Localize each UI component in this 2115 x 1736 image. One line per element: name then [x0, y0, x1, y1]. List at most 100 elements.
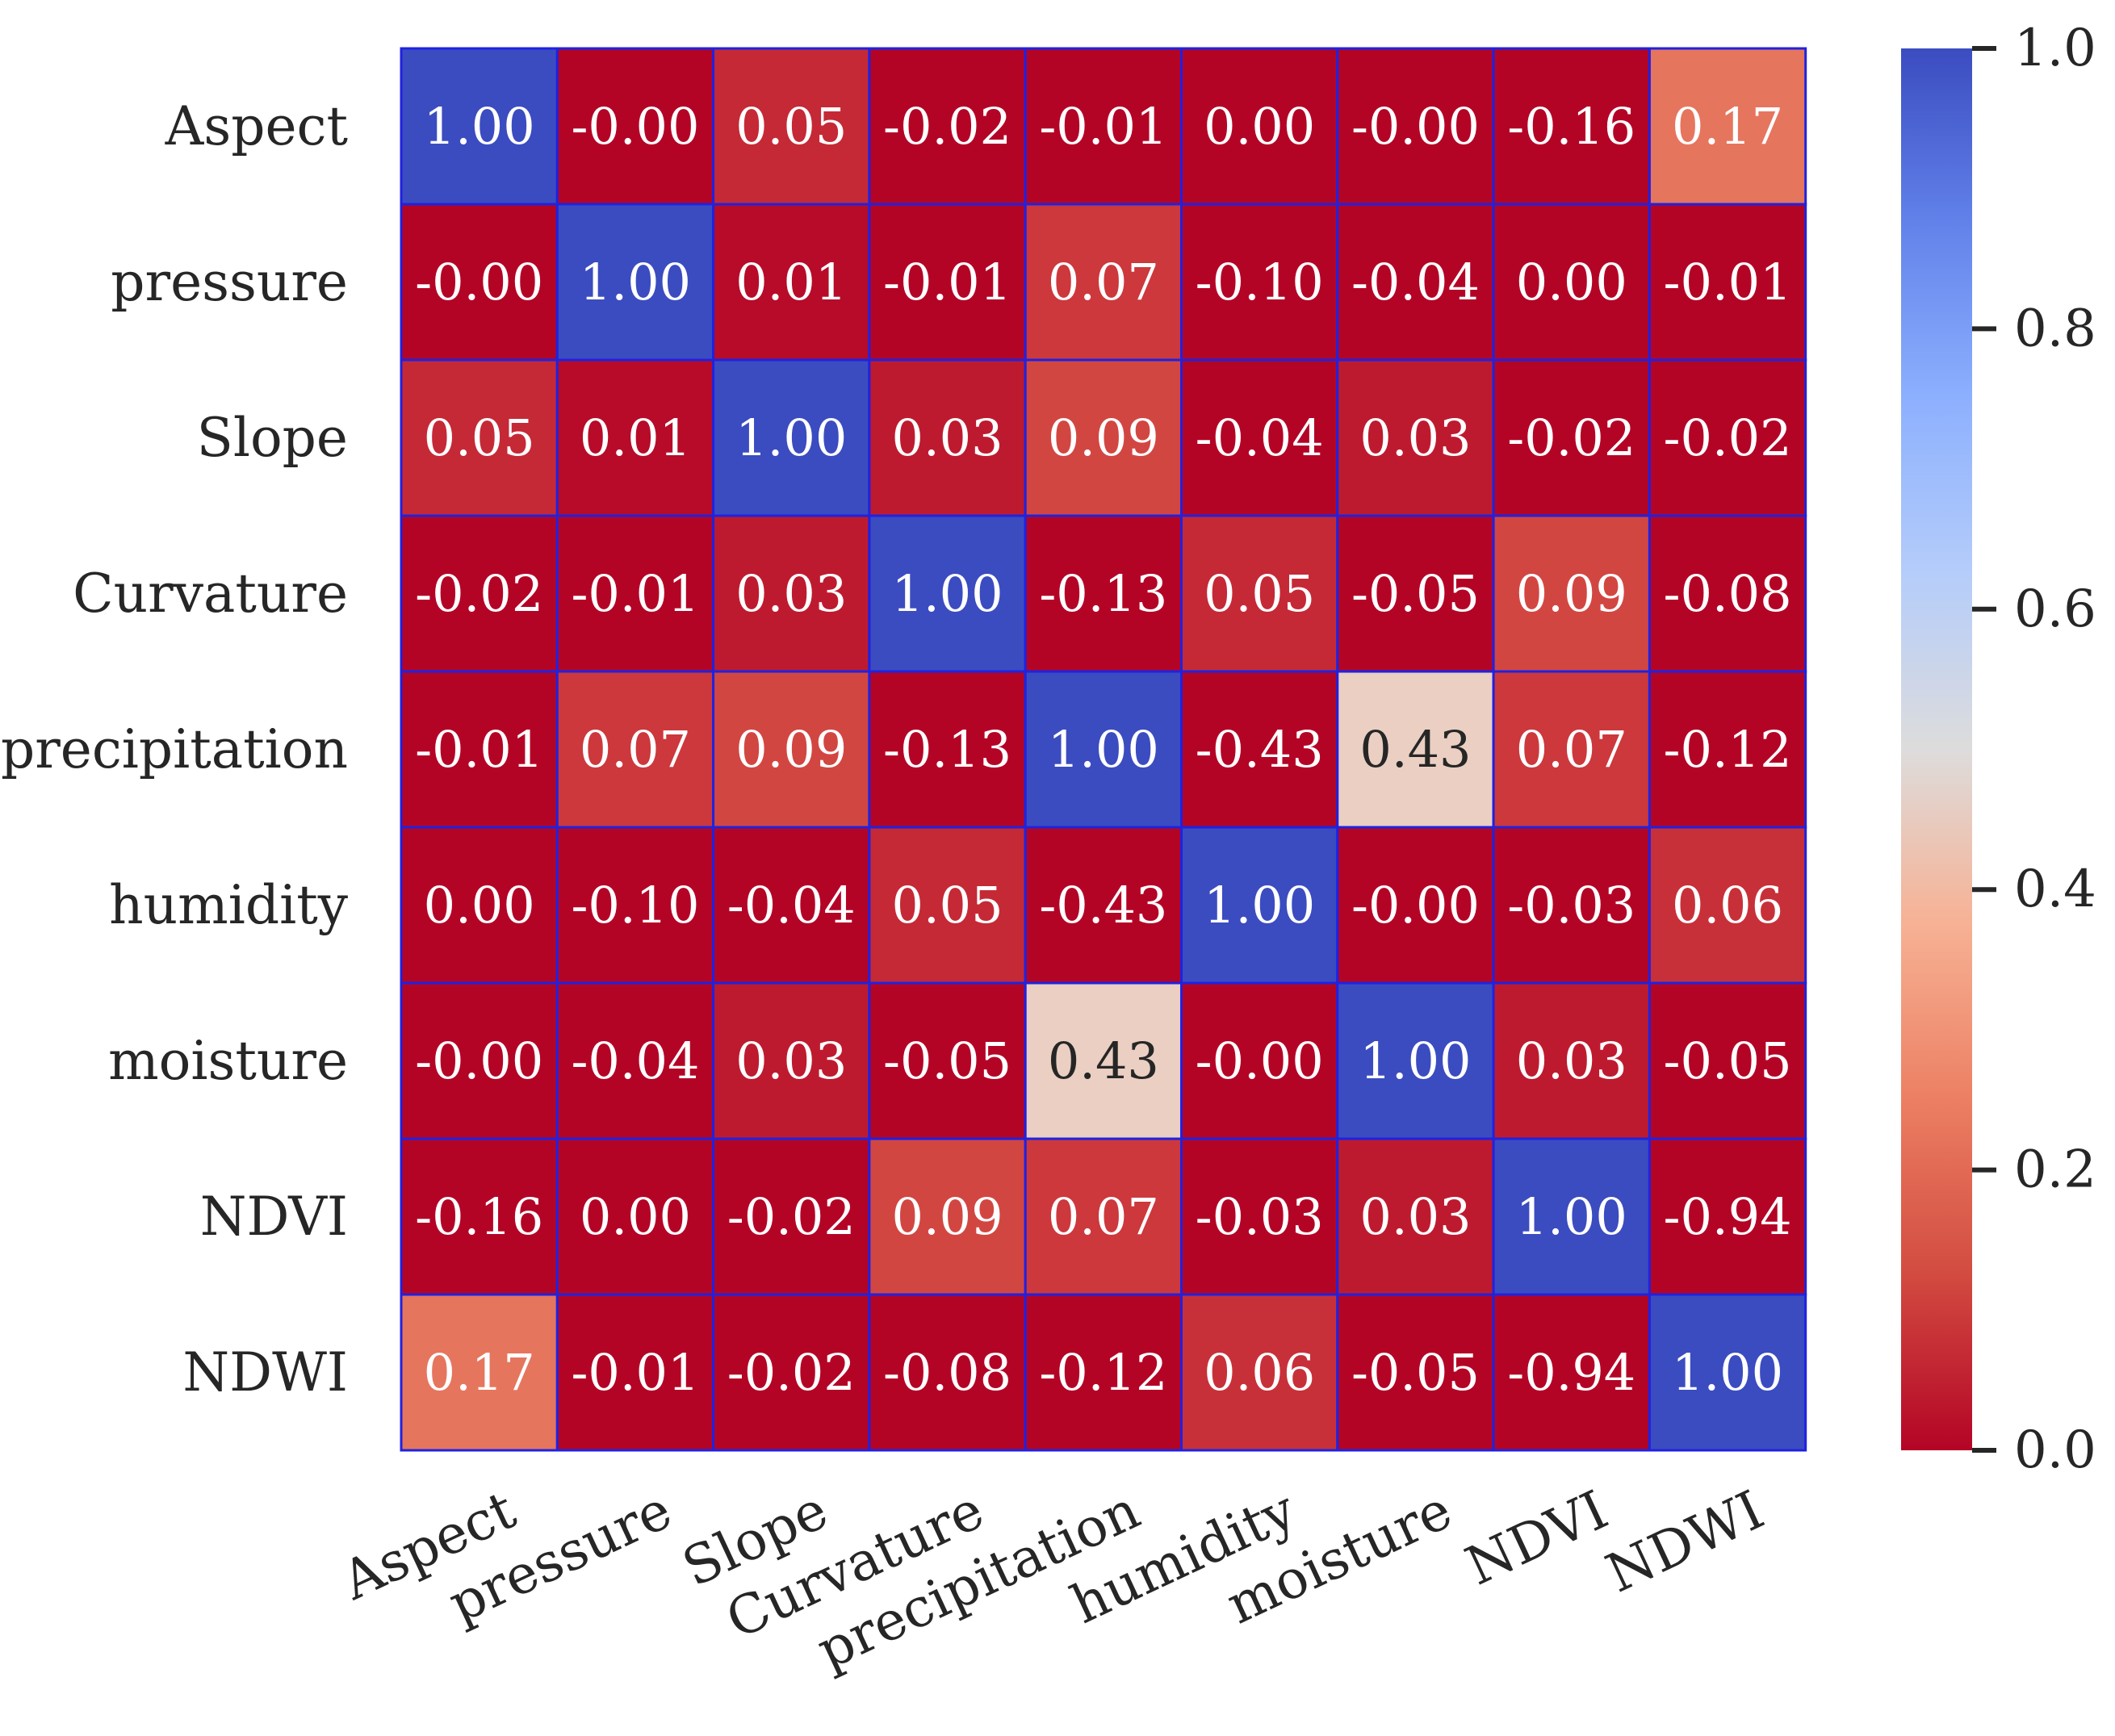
- cell-value-label-NDWI-NDWI: 1.00: [1672, 1343, 1783, 1402]
- cell-value-label-NDWI-Slope: -0.02: [727, 1343, 856, 1402]
- cell-value-label-pressure-NDVI: 0.00: [1516, 253, 1627, 312]
- cell-value-label-precipitation-NDVI: 0.07: [1516, 720, 1627, 779]
- cell-value-label-Curvature-NDWI: -0.08: [1664, 564, 1792, 623]
- heatmap-cell-precipitation-Slope: [712, 670, 871, 829]
- cell-value-label-NDWI-moisture: -0.05: [1351, 1343, 1480, 1402]
- cell-value-label-Curvature-Slope: 0.03: [735, 564, 847, 623]
- cell-value-label-pressure-Slope: 0.01: [735, 253, 847, 312]
- colorbar-tick-label-0.0: 0.0: [2014, 1420, 2096, 1480]
- y-tick-label-precipitation: precipitation: [1, 718, 348, 780]
- cell-value-label-NDVI-Slope: -0.02: [727, 1187, 856, 1246]
- cell-value-label-precipitation-Curvature: -0.13: [883, 720, 1011, 779]
- heatmap-cell-humidity-NDWI: [1648, 826, 1807, 985]
- heatmap-cell-NDWI-moisture: [1336, 1293, 1495, 1452]
- colorbar-tick-label-1.0: 1.0: [2014, 19, 2096, 78]
- cell-value-label-Slope-Aspect: 0.05: [424, 408, 535, 467]
- cell-value-label-Aspect-Aspect: 1.00: [424, 97, 535, 156]
- heatmap-cell-NDWI-Aspect: [400, 1293, 559, 1452]
- colorbar-tick-label-0.8: 0.8: [2014, 299, 2096, 358]
- cell-value-label-moisture-moisture: 1.00: [1359, 1031, 1471, 1090]
- y-tick-label-Curvature: Curvature: [73, 563, 348, 625]
- cell-value-label-humidity-pressure: -0.10: [571, 876, 699, 935]
- cell-value-label-NDVI-pressure: 0.00: [580, 1187, 691, 1246]
- cell-value-label-Aspect-Slope: 0.05: [735, 97, 847, 156]
- cell-value-label-moisture-precipitation: 0.43: [1048, 1031, 1159, 1090]
- heatmap-cell-precipitation-moisture: [1336, 670, 1495, 829]
- cell-value-label-NDVI-NDVI: 1.00: [1516, 1187, 1627, 1246]
- cell-value-label-pressure-precipitation: 0.07: [1048, 253, 1159, 312]
- cell-value-label-Slope-NDWI: -0.02: [1664, 408, 1792, 467]
- heatmap-cell-humidity-Aspect: [400, 826, 559, 985]
- y-tick-label-NDWI: NDWI: [182, 1341, 348, 1403]
- cell-value-label-pressure-pressure: 1.00: [580, 253, 691, 312]
- cell-value-label-precipitation-precipitation: 1.00: [1048, 720, 1159, 779]
- y-axis-tick-labels: Aspect pressure Slope Curvature precipitatio…: [1, 95, 349, 1403]
- cell-value-label-humidity-moisture: -0.00: [1351, 876, 1480, 935]
- heatmap-cell-Slope-Slope: [712, 358, 871, 517]
- cell-value-label-Aspect-precipitation: -0.01: [1039, 97, 1167, 156]
- colorbar-tick-label-0.4: 0.4: [2014, 860, 2096, 919]
- cell-value-label-humidity-Slope: -0.04: [727, 876, 856, 935]
- cell-value-label-NDWI-Aspect: 0.17: [424, 1343, 535, 1402]
- colorbar-gradient: [1901, 48, 1972, 1450]
- heatmap-cell-Slope-Aspect: [400, 358, 559, 517]
- cell-value-label-Curvature-humidity: 0.05: [1204, 564, 1315, 623]
- heatmap-cell-NDWI-pressure: [555, 1293, 715, 1452]
- heatmap-cell-pressure-Aspect: [400, 203, 559, 362]
- heatmap-cell-NDVI-precipitation: [1024, 1137, 1183, 1296]
- cell-value-label-NDVI-humidity: -0.03: [1196, 1187, 1324, 1246]
- cell-value-label-pressure-Curvature: -0.01: [883, 253, 1011, 312]
- x-tick-label-NDWI: NDWI: [1597, 1479, 1773, 1604]
- cell-value-label-precipitation-pressure: 0.07: [580, 720, 691, 779]
- heatmap-cell-precipitation-NDWI: [1648, 670, 1807, 829]
- heatmap-cell-humidity-NDVI: [1492, 826, 1651, 985]
- cell-value-label-Slope-pressure: 0.01: [580, 408, 691, 467]
- heatmap-cell-humidity-Slope: [712, 826, 871, 985]
- heatmap-cell-NDVI-Aspect: [400, 1137, 559, 1296]
- heatmap-cell-NDVI-humidity: [1180, 1137, 1339, 1296]
- heatmap-cell-NDWI-Slope: [712, 1293, 871, 1452]
- cell-value-label-pressure-NDWI: -0.01: [1664, 253, 1792, 312]
- cell-value-label-NDWI-NDVI: -0.94: [1507, 1343, 1635, 1402]
- heatmap-cell-humidity-Curvature: [868, 826, 1027, 985]
- heatmap-cell-pressure-precipitation: [1024, 203, 1183, 362]
- cell-value-label-pressure-Aspect: -0.00: [415, 253, 543, 312]
- cell-value-label-moisture-humidity: -0.00: [1196, 1031, 1324, 1090]
- heatmap-cell-NDVI-moisture: [1336, 1137, 1495, 1296]
- cell-value-label-humidity-NDWI: 0.06: [1672, 876, 1783, 935]
- cell-value-label-Aspect-NDWI: 0.17: [1672, 97, 1783, 156]
- heatmap-cell-NDVI-Curvature: [868, 1137, 1027, 1296]
- heatmap-cell-NDVI-NDWI: [1648, 1137, 1807, 1296]
- cell-value-label-Aspect-NDVI: -0.16: [1507, 97, 1635, 156]
- cell-value-label-moisture-NDVI: 0.03: [1516, 1031, 1627, 1090]
- cell-value-label-Slope-NDVI: -0.02: [1507, 408, 1635, 467]
- x-axis-tick-labels: AspectpressureSlopeCurvatureprecipitatio…: [332, 1479, 1773, 1682]
- cell-value-label-NDVI-Curvature: 0.09: [892, 1187, 1003, 1246]
- y-tick-label-humidity: humidity: [109, 874, 349, 936]
- cell-value-label-precipitation-moisture: 0.43: [1359, 720, 1471, 779]
- cell-value-label-Curvature-Curvature: 1.00: [892, 564, 1003, 623]
- heatmap-cell-humidity-pressure: [555, 826, 715, 985]
- y-tick-label-Slope: Slope: [197, 407, 348, 469]
- heatmap-cell-Aspect-pressure: [555, 47, 715, 206]
- cell-value-label-NDVI-NDWI: -0.94: [1664, 1187, 1792, 1246]
- heatmap-cell-Slope-moisture: [1336, 358, 1495, 517]
- heatmap-cell-Curvature-Curvature: [868, 514, 1027, 673]
- cell-value-label-moisture-Slope: 0.03: [735, 1031, 847, 1090]
- cell-value-label-Slope-precipitation: 0.09: [1048, 408, 1159, 467]
- cell-value-label-NDWI-pressure: -0.01: [571, 1343, 699, 1402]
- cell-value-label-NDVI-precipitation: 0.07: [1048, 1187, 1159, 1246]
- heatmap-cell-NDWI-precipitation: [1024, 1293, 1183, 1452]
- heatmap-cell-moisture-precipitation: [1024, 981, 1183, 1140]
- heatmap-cell-Slope-pressure: [555, 358, 715, 517]
- cell-value-label-humidity-precipitation: -0.43: [1039, 876, 1167, 935]
- heatmap-cell-precipitation-Aspect: [400, 670, 559, 829]
- y-tick-label-Aspect: Aspect: [165, 95, 348, 157]
- colorbar-tick-label-0.6: 0.6: [2014, 579, 2096, 639]
- heatmap-cell-Slope-NDWI: [1648, 358, 1807, 517]
- heatmap-cell-Aspect-NDVI: [1492, 47, 1651, 206]
- cell-value-label-Slope-Slope: 1.00: [735, 408, 847, 467]
- heatmap-cell-pressure-moisture: [1336, 203, 1495, 362]
- cell-value-label-humidity-humidity: 1.00: [1204, 876, 1315, 935]
- y-tick-label-NDVI: NDVI: [200, 1186, 348, 1248]
